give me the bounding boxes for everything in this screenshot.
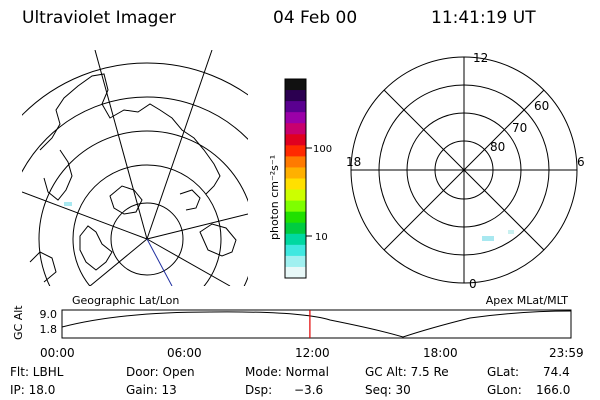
glat-label: GLat: <box>487 365 520 379</box>
glon-value: 166.0 <box>536 383 571 397</box>
colorbar-cell <box>285 79 306 91</box>
colorbar-cell <box>285 266 306 279</box>
meridian-line <box>146 238 173 286</box>
aurora-emission <box>482 236 494 241</box>
timeline-ytick: 1.8 <box>40 323 58 336</box>
glon-label: GLon: <box>487 383 522 397</box>
colorbar-cell <box>285 244 306 257</box>
meridian-line <box>22 191 148 240</box>
lat-label-70: 70 <box>512 121 527 135</box>
colorbar-cell <box>285 222 306 235</box>
coastline <box>79 225 113 271</box>
mlt-label-12: 12 <box>473 51 488 65</box>
colorbar-cell <box>285 189 306 202</box>
mode-info: Mode: Normal <box>245 365 329 379</box>
colorbar-cell <box>285 156 306 168</box>
colorbar-cell <box>285 123 306 135</box>
mlt-label-6: 6 <box>577 155 585 169</box>
colorbar-cell <box>285 134 306 146</box>
gc-alt-info: GC Alt: 7.5 Re <box>365 365 449 379</box>
coastline <box>179 189 201 211</box>
colorbar-frame <box>284 78 307 279</box>
timeline-xtick: 06:00 <box>167 346 202 360</box>
colorbar-cell <box>285 112 306 124</box>
colorbar-tick-label: 100 <box>313 144 332 155</box>
colorbar-cell <box>285 90 306 102</box>
mlt-line <box>383 89 545 251</box>
left-panel-label: Geographic Lat/Lon <box>72 294 179 307</box>
meridian-line <box>146 213 248 240</box>
time-label: 11:41:19 UT <box>431 8 536 28</box>
colorbar-cell <box>285 255 306 268</box>
meridian-line <box>89 238 148 286</box>
gain-info: Gain: 13 <box>126 383 177 397</box>
app-title: Ultraviolet Imager <box>22 8 176 28</box>
lat-circle-70 <box>72 164 222 286</box>
filter-info: Flt: LBHL <box>10 365 64 379</box>
timeline-xtick: 23:59 <box>549 346 584 360</box>
date-label: 04 Feb 00 <box>273 8 358 28</box>
glat-value: 74.4 <box>543 365 570 379</box>
coastline <box>199 223 237 257</box>
lat-circle-60 <box>38 130 248 286</box>
colorbar-cell <box>285 167 306 179</box>
meridian-line <box>146 50 213 240</box>
ip-info: IP: 18.0 <box>10 383 56 397</box>
lat-circle-40 <box>22 62 248 116</box>
seq-info: Seq: 30 <box>365 383 411 397</box>
coastline <box>29 251 57 283</box>
mlt-label-18: 18 <box>346 155 361 169</box>
altitude-curve <box>61 310 572 338</box>
timeline-xtick: 12:00 <box>295 346 330 360</box>
meridian-line <box>146 238 231 286</box>
aurora-emission <box>64 202 72 206</box>
mlt-label-0: 0 <box>469 277 477 291</box>
coastline <box>109 185 143 215</box>
timeline-xtick: 00:00 <box>40 346 75 360</box>
coastline <box>39 73 221 195</box>
colorbar-cell <box>285 211 306 224</box>
timeline-xtick: 18:00 <box>423 346 458 360</box>
dsp-value: −3.6 <box>294 383 324 397</box>
colorbar-cell <box>285 200 306 213</box>
colorbar-cell <box>285 145 306 157</box>
lat-circle-80 <box>110 202 184 276</box>
right-panel-label: Apex MLat/MLT <box>486 294 569 307</box>
colorbar-unit-label: photon cm⁻²s⁻¹ <box>268 155 281 240</box>
colorbar-cell <box>285 178 306 191</box>
colorbar-tick-label: 10 <box>315 232 328 243</box>
door-info: Door: Open <box>126 365 195 379</box>
timeline-ytick: 9.0 <box>40 308 58 321</box>
colorbar-cell <box>285 101 306 113</box>
colorbar-cell <box>285 233 306 246</box>
lat-label-60: 60 <box>534 99 549 113</box>
dsp-label: Dsp: <box>245 383 273 397</box>
timeline-frame <box>61 309 572 339</box>
coastline <box>43 149 73 201</box>
lat-label-80: 80 <box>490 140 505 154</box>
aurora-emission <box>508 230 514 234</box>
timeline-ylabel: GC Alt <box>12 305 25 340</box>
lat-circle-50 <box>22 96 248 173</box>
